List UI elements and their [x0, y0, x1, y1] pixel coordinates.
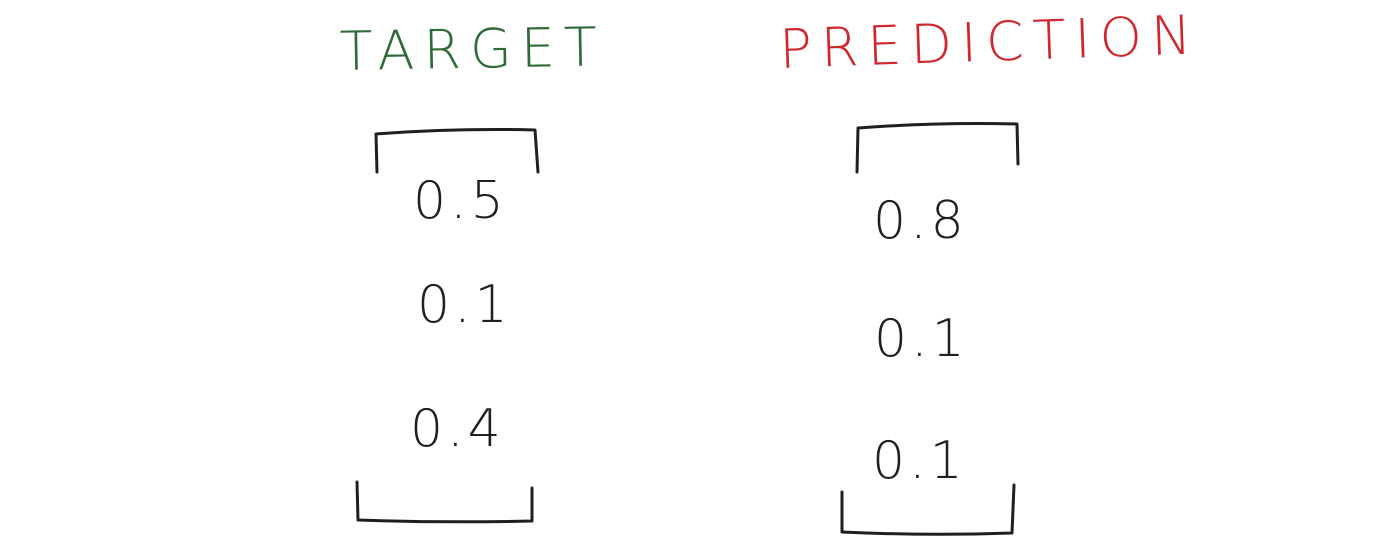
- prediction-value-1: 0.8: [873, 191, 968, 251]
- target-title: TARGET: [339, 15, 606, 83]
- prediction-bottom-bracket: [840, 483, 1016, 536]
- prediction-value-2: 0.1: [874, 309, 969, 369]
- target-column: TARGET 0.5 0.1 0.4: [339, 15, 606, 524]
- target-value-2: 0.1: [417, 275, 512, 335]
- target-value-3: 0.4: [410, 399, 505, 459]
- prediction-title: PREDICTION: [778, 3, 1201, 81]
- prediction-value-3: 0.1: [872, 431, 967, 491]
- prediction-column: PREDICTION 0.8 0.1 0.1: [778, 3, 1201, 536]
- prediction-top-bracket: [855, 122, 1020, 174]
- target-top-bracket: [374, 128, 540, 174]
- target-bottom-bracket: [355, 480, 534, 524]
- target-value-1: 0.5: [413, 171, 508, 231]
